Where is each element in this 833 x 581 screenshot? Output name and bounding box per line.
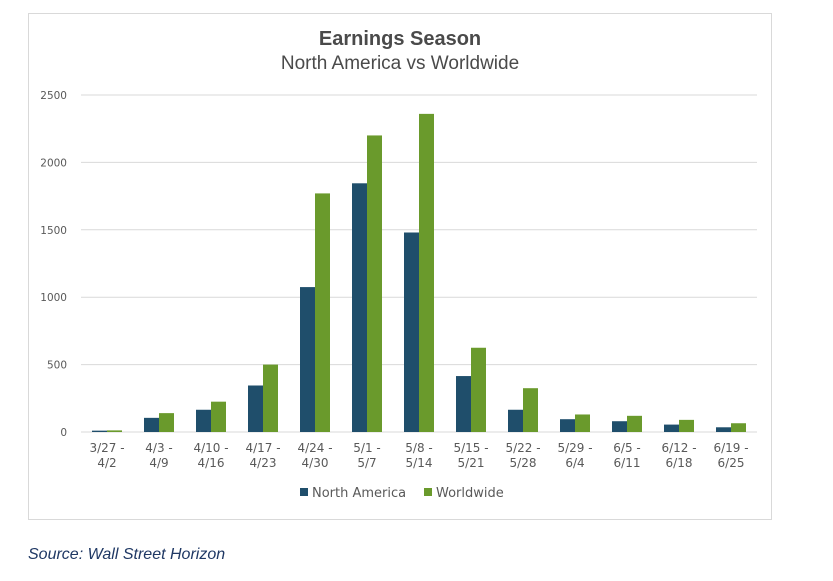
x-tick-label: 3/27 - <box>89 441 124 455</box>
x-tick-label: 4/3 - <box>145 441 172 455</box>
bar-worldwide <box>731 423 746 432</box>
x-tick-label: 4/30 <box>302 456 329 470</box>
bar-worldwide <box>107 430 122 432</box>
bar-north-america <box>92 430 107 432</box>
bar-worldwide <box>575 414 590 432</box>
x-tick-label: 4/9 <box>149 456 168 470</box>
x-tick-label: 6/19 - <box>713 441 748 455</box>
bar-north-america <box>248 385 263 432</box>
bar-worldwide <box>419 113 434 432</box>
bar-worldwide <box>159 413 174 432</box>
bar-north-america <box>352 183 367 432</box>
x-tick-label: 4/10 - <box>193 441 228 455</box>
x-tick-label: 5/15 - <box>453 441 488 455</box>
bar-north-america <box>196 409 211 432</box>
bar-north-america <box>716 427 731 432</box>
x-tick-label: 4/16 <box>198 456 225 470</box>
x-tick-label: 6/11 <box>614 456 641 470</box>
y-tick-label: 1500 <box>40 225 67 237</box>
bar-worldwide <box>263 364 278 432</box>
y-tick-label: 0 <box>60 427 67 439</box>
bar-worldwide <box>471 347 486 432</box>
x-tick-label: 6/4 <box>565 456 584 470</box>
x-tick-label: 4/24 - <box>297 441 332 455</box>
bar-north-america <box>664 424 679 432</box>
x-tick-label: 6/18 <box>666 456 693 470</box>
bar-worldwide <box>315 193 330 432</box>
chart-frame: Earnings Season North America vs Worldwi… <box>28 13 772 520</box>
bar-north-america <box>300 287 315 432</box>
bar-north-america <box>560 419 575 432</box>
bar-north-america <box>144 417 159 432</box>
x-tick-label: 5/22 - <box>505 441 540 455</box>
legend-label-worldwide: Worldwide <box>436 486 504 501</box>
x-tick-label: 4/2 <box>97 456 116 470</box>
x-tick-label: 5/7 <box>357 456 376 470</box>
legend-label-north-america: North America <box>312 486 406 501</box>
y-tick-label: 500 <box>47 360 67 372</box>
legend-swatch-north-america <box>300 488 308 496</box>
legend-swatch-worldwide <box>424 488 432 496</box>
chart-subtitle: North America vs Worldwide <box>280 53 520 74</box>
x-tick-label: 6/25 <box>718 456 745 470</box>
bar-chart: 0 500 1000 1500 2000 2500 3/27 -4/2 4/3 -4/9 4/1… <box>40 90 757 501</box>
x-tick-label: 4/17 - <box>245 441 280 455</box>
x-tick-label: 5/28 <box>510 456 537 470</box>
x-tick-label: 5/14 <box>406 456 433 470</box>
bar-north-america <box>508 409 523 432</box>
x-tick-label: 6/12 - <box>661 441 696 455</box>
x-tick-label: 5/29 - <box>557 441 592 455</box>
bar-worldwide <box>211 401 226 432</box>
bar-north-america <box>612 421 627 432</box>
y-tick-label: 1000 <box>40 292 67 304</box>
y-tick-label: 2500 <box>40 90 67 102</box>
x-tick-label: 5/21 <box>458 456 485 470</box>
y-tick-label: 2000 <box>40 157 67 169</box>
bar-north-america <box>456 376 471 432</box>
bar-worldwide <box>367 135 382 432</box>
source-note: Source: Wall Street Horizon <box>28 546 226 563</box>
x-tick-label: 6/5 - <box>613 441 640 455</box>
bar-north-america <box>404 232 419 432</box>
bar-worldwide <box>523 388 538 432</box>
x-tick-label: 5/8 - <box>405 441 432 455</box>
bar-worldwide <box>679 419 694 432</box>
bar-worldwide <box>627 415 642 432</box>
x-tick-label: 4/23 <box>250 456 277 470</box>
chart-title: Earnings Season <box>318 28 482 50</box>
x-tick-label: 5/1 - <box>353 441 380 455</box>
